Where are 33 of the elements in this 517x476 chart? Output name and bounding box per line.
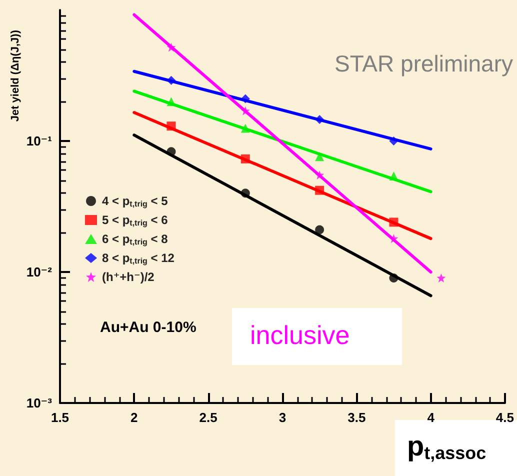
x-tick-label: 3.5 (348, 410, 366, 425)
point (315, 114, 324, 124)
point (315, 170, 324, 180)
point (166, 42, 176, 52)
point (166, 147, 176, 156)
y-axis-title: Jet yield (Δη(J,J)) (10, 30, 22, 122)
point (166, 122, 176, 131)
x-tick-label: 4.5 (496, 410, 514, 425)
annotation: Au+Au 0-10% (100, 319, 196, 336)
point (315, 152, 324, 162)
y-tick-label: 10⁻³ (26, 396, 53, 410)
point (315, 186, 324, 195)
y-tick-label: 10⁻¹ (26, 134, 52, 148)
annotation: STAR preliminary (334, 50, 514, 76)
point (240, 106, 250, 116)
x-tick-label: 1.5 (50, 410, 70, 425)
point (389, 218, 398, 227)
point (315, 225, 324, 234)
point (389, 273, 398, 282)
point (389, 136, 398, 146)
annotation: inclusive (250, 320, 350, 350)
point (436, 273, 446, 282)
x-tick-label: 2.5 (199, 410, 218, 425)
x-tick-label: 2 (130, 410, 138, 425)
point (240, 94, 250, 104)
x-tick-label: 4 (427, 410, 436, 425)
x-tick-label: 3 (278, 410, 286, 425)
legend-label: (h⁺+h⁻)/2 (102, 270, 155, 284)
point (240, 154, 250, 164)
point (240, 124, 250, 133)
y-tick-label: 10⁻² (26, 264, 53, 280)
point (240, 188, 250, 198)
point (389, 172, 398, 181)
